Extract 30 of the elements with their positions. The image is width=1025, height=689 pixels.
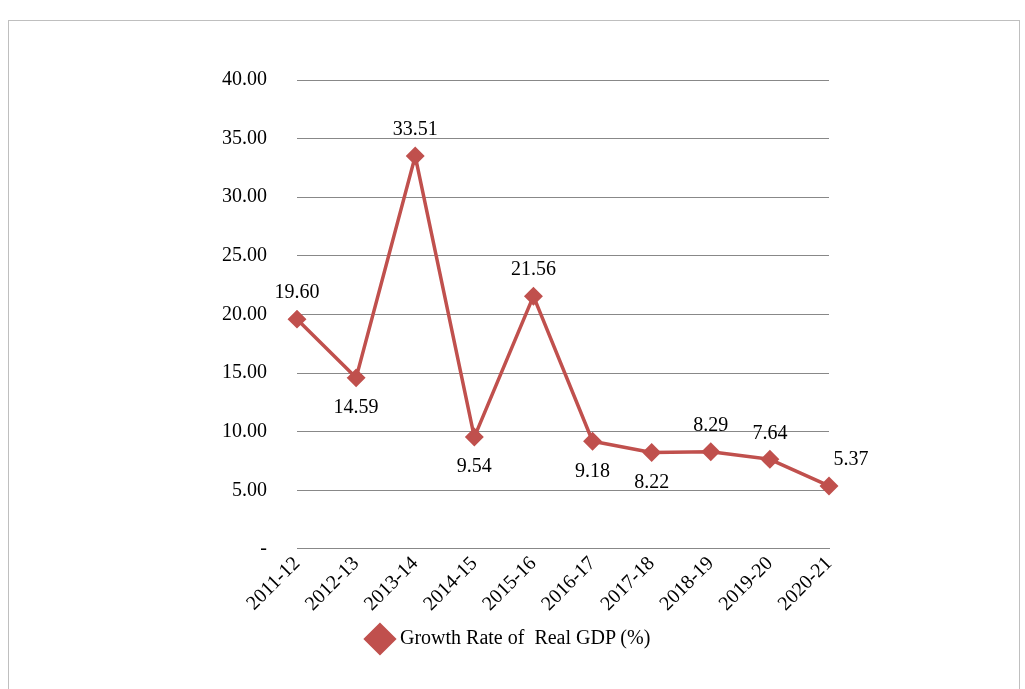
point: [642, 443, 661, 462]
data-label: 8.22: [634, 469, 670, 492]
y-tick-label: -: [260, 536, 267, 559]
y-tick-label: 35.00: [222, 125, 267, 148]
y-tick-label: 20.00: [222, 301, 267, 324]
point: [288, 310, 306, 328]
data-label: 8.29: [693, 412, 729, 435]
y-tick-label: 10.00: [222, 418, 267, 441]
point: [406, 147, 424, 165]
point: [820, 477, 838, 495]
data-label: 14.59: [333, 395, 379, 418]
point: [524, 287, 543, 305]
data-label: 21.56: [510, 257, 556, 280]
point: [583, 432, 602, 451]
legend-label: Growth Rate of Real GDP (%): [399, 626, 651, 650]
data-label: 7.64: [752, 420, 788, 443]
point: [465, 428, 484, 446]
y-tick-label: 40.00: [222, 67, 267, 90]
data-label: 5.37: [833, 447, 869, 470]
point: [761, 450, 779, 469]
y-tick-label: 5.00: [232, 477, 267, 500]
point: [702, 442, 720, 461]
data-label: 33.51: [392, 117, 438, 140]
point: [347, 369, 365, 387]
y-tick-label: 25.00: [222, 243, 267, 266]
y-tick-label: 30.00: [222, 184, 267, 207]
data-label: 9.54: [456, 454, 492, 477]
data-label: 9.18: [575, 458, 611, 481]
data-label: 19.60: [274, 280, 320, 303]
y-tick-label: 15.00: [222, 360, 267, 383]
